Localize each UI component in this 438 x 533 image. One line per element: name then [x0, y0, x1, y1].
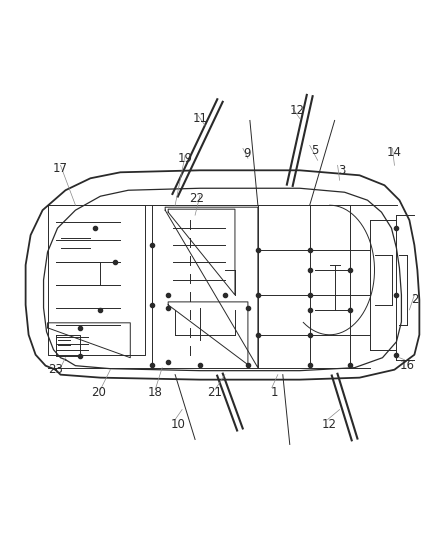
Text: 10: 10	[171, 418, 186, 431]
Text: 14: 14	[387, 146, 402, 159]
Text: 12: 12	[322, 418, 337, 431]
Text: 5: 5	[311, 144, 318, 157]
Text: 23: 23	[48, 363, 63, 376]
Text: 1: 1	[271, 386, 279, 399]
Text: 12: 12	[289, 104, 304, 117]
Text: 9: 9	[243, 147, 251, 160]
Text: 21: 21	[208, 386, 223, 399]
Text: 20: 20	[91, 386, 106, 399]
Text: 17: 17	[53, 162, 68, 175]
Text: 11: 11	[193, 112, 208, 125]
Text: 3: 3	[338, 164, 345, 177]
Text: 18: 18	[148, 386, 162, 399]
Text: 19: 19	[177, 152, 193, 165]
Text: 22: 22	[190, 192, 205, 205]
Text: 2: 2	[411, 293, 418, 306]
Text: 16: 16	[400, 359, 415, 372]
